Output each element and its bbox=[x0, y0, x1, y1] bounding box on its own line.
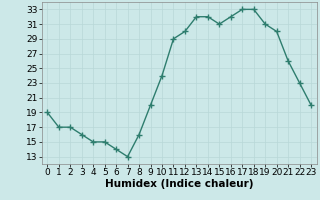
X-axis label: Humidex (Indice chaleur): Humidex (Indice chaleur) bbox=[105, 179, 253, 189]
